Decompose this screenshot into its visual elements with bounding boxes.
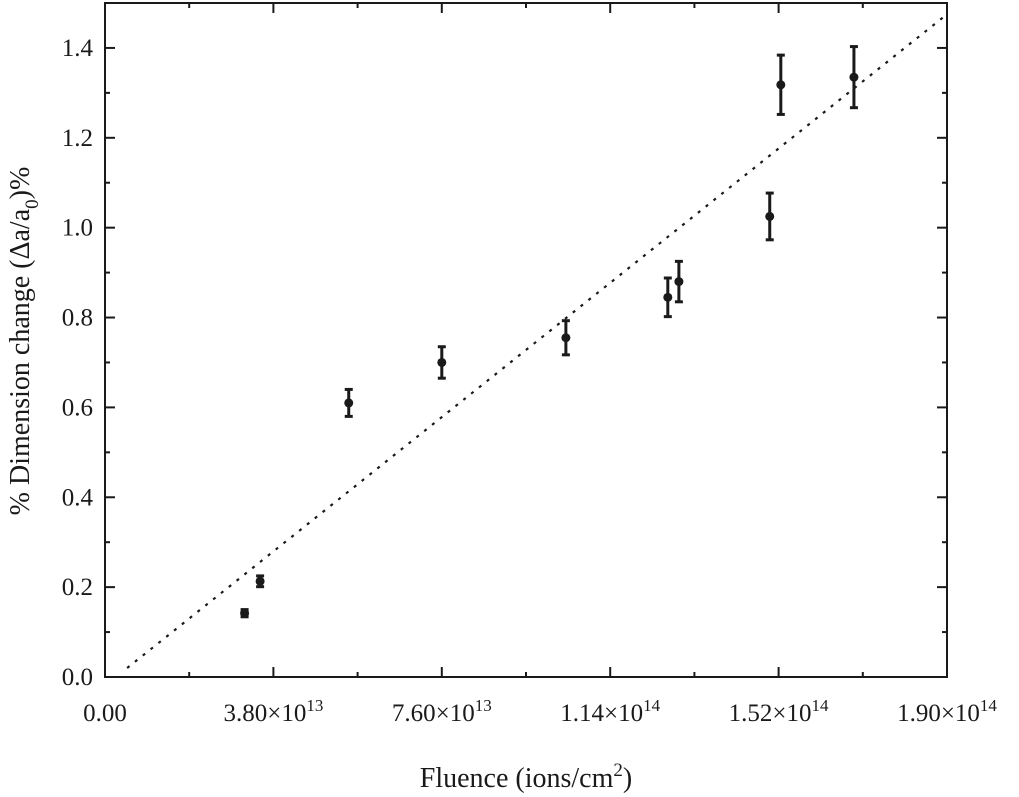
data-point [849,45,859,110]
x-axis-ticks: 0.00 3.80×1013 7.60×1013 1.14×1014 1.52×1014… [83,3,997,727]
point-marker [765,211,775,221]
data-point [437,345,447,380]
point-marker [561,333,571,343]
point-marker [255,576,265,586]
data-point [240,608,250,619]
point-marker [344,398,354,408]
x-tick-label: 7.60×1013 [392,696,492,727]
point-marker [437,357,447,367]
data-point [663,276,673,319]
fit-line [126,13,948,669]
data-point [765,191,775,242]
point-marker [674,277,684,287]
point-marker [240,608,250,618]
y-tick-label: 1.2 [62,125,93,152]
y-tick-label: 0.8 [62,305,93,332]
x-tick-label: 0.00 [83,700,127,727]
fit-line-group [126,13,948,669]
x-tick-label: 1.90×1014 [897,696,997,727]
data-point [255,574,265,589]
y-axis-ticks: 0.0 0.2 0.4 0.6 0.8 1.0 1.2 1.4 [62,35,947,691]
x-tick-label: 3.80×1013 [223,696,323,727]
data-point [776,53,786,116]
y-tick-label: 0.6 [62,394,93,421]
x-axis-title: Fluence (ions/cm2) [420,760,632,794]
y-tick-label: 0.4 [62,484,94,511]
point-marker [776,80,786,90]
point-marker [849,72,859,82]
data-point [344,387,354,418]
y-tick-label: 1.0 [62,215,93,242]
y-axis-title: % Dimension change (Δa/a0)% [5,167,43,516]
data-point [561,319,571,357]
data-points-group [240,45,859,619]
x-tick-label: 1.14×1014 [560,696,660,727]
point-marker [663,292,673,302]
x-tick-label: 1.52×1014 [729,696,829,727]
plot-frame [104,2,948,678]
y-tick-label: 0.0 [62,664,93,691]
data-point [674,259,684,304]
y-tick-label: 1.4 [62,35,94,62]
y-tick-label: 0.2 [62,574,93,601]
